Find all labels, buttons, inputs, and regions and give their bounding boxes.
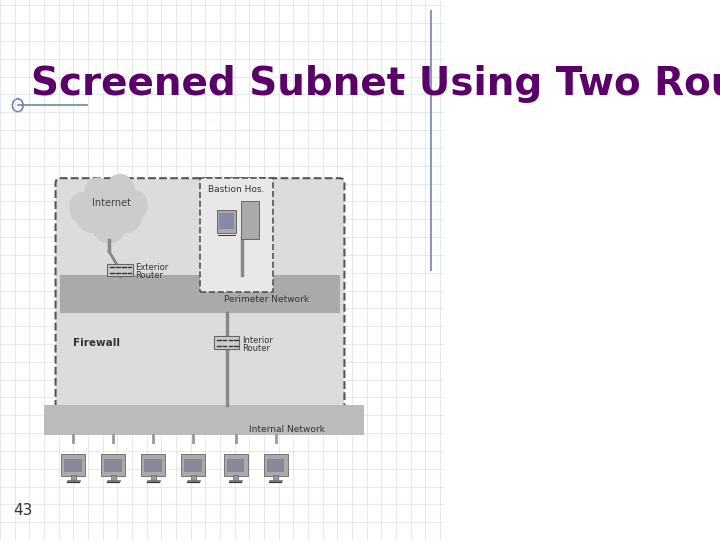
FancyBboxPatch shape <box>227 459 245 472</box>
Text: Router: Router <box>135 271 163 280</box>
FancyBboxPatch shape <box>266 459 284 472</box>
FancyBboxPatch shape <box>233 475 238 480</box>
Circle shape <box>106 174 134 209</box>
FancyBboxPatch shape <box>61 454 86 476</box>
FancyBboxPatch shape <box>223 454 248 476</box>
Text: Bastion Hos.: Bastion Hos. <box>209 185 265 194</box>
FancyBboxPatch shape <box>141 454 166 476</box>
FancyBboxPatch shape <box>107 264 132 276</box>
Text: Screened Subnet Using Two Routers: Screened Subnet Using Two Routers <box>31 65 720 103</box>
FancyBboxPatch shape <box>184 459 202 472</box>
FancyBboxPatch shape <box>264 454 287 476</box>
FancyBboxPatch shape <box>150 475 156 480</box>
Circle shape <box>111 194 143 232</box>
FancyBboxPatch shape <box>214 336 239 349</box>
FancyBboxPatch shape <box>145 459 162 472</box>
Text: Internet: Internet <box>91 198 130 207</box>
FancyBboxPatch shape <box>229 480 242 481</box>
FancyBboxPatch shape <box>55 178 344 427</box>
Text: Internal Network: Internal Network <box>248 425 325 434</box>
Text: 43: 43 <box>14 503 32 518</box>
Circle shape <box>91 200 127 243</box>
FancyBboxPatch shape <box>273 475 279 480</box>
FancyBboxPatch shape <box>217 210 236 233</box>
FancyBboxPatch shape <box>269 480 282 481</box>
FancyBboxPatch shape <box>181 454 205 476</box>
FancyBboxPatch shape <box>147 480 160 481</box>
FancyBboxPatch shape <box>186 480 200 481</box>
Text: Router: Router <box>242 344 270 353</box>
Circle shape <box>84 178 111 211</box>
FancyBboxPatch shape <box>67 480 80 481</box>
Circle shape <box>89 181 129 230</box>
Circle shape <box>70 193 94 223</box>
FancyBboxPatch shape <box>219 213 234 230</box>
FancyBboxPatch shape <box>191 475 196 480</box>
FancyBboxPatch shape <box>60 275 340 313</box>
Circle shape <box>124 191 147 219</box>
Text: Perimeter Network: Perimeter Network <box>224 295 309 304</box>
FancyBboxPatch shape <box>104 459 122 472</box>
FancyBboxPatch shape <box>65 459 82 472</box>
FancyBboxPatch shape <box>102 454 125 476</box>
FancyBboxPatch shape <box>241 201 258 239</box>
FancyBboxPatch shape <box>107 480 120 481</box>
Circle shape <box>76 194 107 232</box>
FancyBboxPatch shape <box>111 475 116 480</box>
FancyBboxPatch shape <box>71 475 76 480</box>
Text: Firewall: Firewall <box>73 338 120 348</box>
FancyBboxPatch shape <box>45 405 364 435</box>
FancyBboxPatch shape <box>200 178 274 292</box>
Text: Exterior: Exterior <box>135 263 168 272</box>
Text: Interior: Interior <box>242 336 273 345</box>
